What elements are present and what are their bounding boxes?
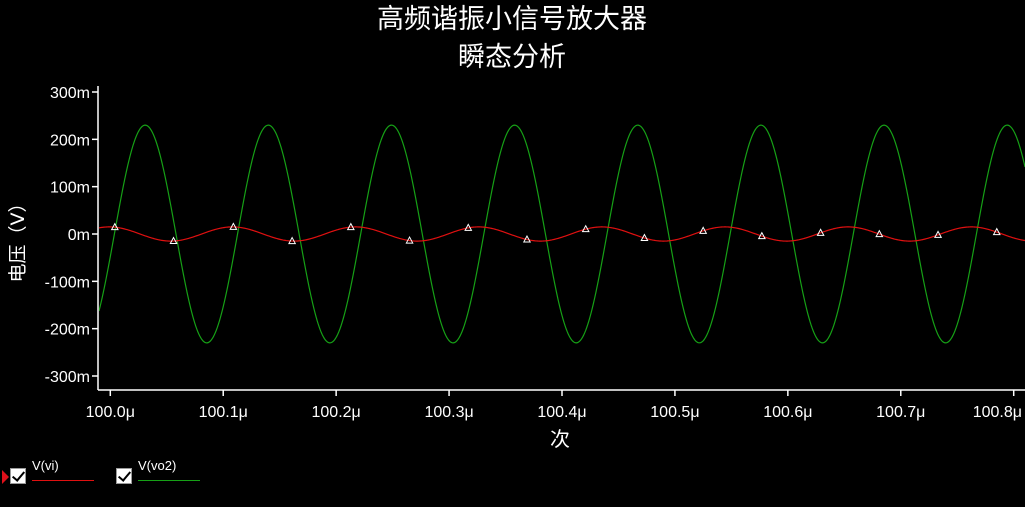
legend-label-vi: V(vi) [32,458,59,473]
vi-marker-point [110,222,119,231]
x-tick-label: 100.0μ [86,404,135,421]
vi-marker-point [875,229,884,238]
x-tick-label: 100.6μ [763,404,812,421]
legend-swatch-vo2 [138,480,200,481]
y-tick-label: -200m [45,322,90,339]
y-tick-label: 200m [50,132,90,149]
x-tick-label: 100.3μ [424,404,473,421]
vi-marker-point [992,227,1001,236]
vi-marker-point [522,234,532,243]
x-tick-label: 100.4μ [537,404,586,421]
vi-marker-point [640,233,649,242]
y-tick-label: 100m [50,180,90,197]
y-axis-label: 电压（V） [7,194,29,283]
series-markers-vi [110,222,1001,245]
legend-item-vo2[interactable]: V(vo2) [116,458,206,492]
x-tick-label: 100.5μ [650,404,699,421]
y-axis-ticks: 300m 200m 100m 0m -100m -200m -300m [45,85,98,386]
y-tick-label: -100m [45,274,90,291]
legend-item-vi[interactable]: V(vi) [2,458,100,492]
legend: V(vi) V(vo2) [0,458,1025,498]
vi-marker-point [346,222,355,231]
x-tick-label: 100.2μ [312,404,361,421]
series-line-vo2 [99,124,1025,344]
vi-marker-point [464,223,473,231]
y-tick-label: 0m [68,227,90,244]
x-tick-label: 100.1μ [199,404,248,421]
vi-marker-point [757,231,766,240]
x-tick-label: 100.8μ [973,404,1022,421]
legend-checkbox-vo2[interactable] [116,468,132,484]
vi-marker-point [229,222,238,230]
chart-title: 高频谐振小信号放大器 [377,4,647,35]
x-axis-label: 次 [550,427,570,451]
legend-swatch-vi [32,480,94,481]
vi-marker-point [581,224,590,233]
y-tick-label: -300m [45,369,90,386]
chart-subtitle: 瞬态分析 [458,42,566,73]
x-axis-ticks: 100.0μ 100.1μ 100.2μ 100.3μ 100.4μ 100.5μ 100.… [86,390,1022,421]
transient-chart: 高频谐振小信号放大器 瞬态分析 300m 200m 100m 0m -100m -200m… [7,4,1025,451]
vi-marker-point [699,226,708,234]
vi-marker-point [288,236,297,245]
legend-checkbox-vi[interactable] [10,468,26,484]
vi-marker-point [169,236,178,245]
legend-label-vo2: V(vo2) [138,458,177,473]
vi-marker-point [934,230,943,238]
x-tick-label: 100.7μ [876,404,925,421]
series-line-vi [99,226,1025,242]
legend-selected-marker-icon [2,470,9,484]
vi-marker-point [816,228,825,236]
y-tick-label: 300m [50,85,90,102]
vi-marker-point [405,236,414,244]
